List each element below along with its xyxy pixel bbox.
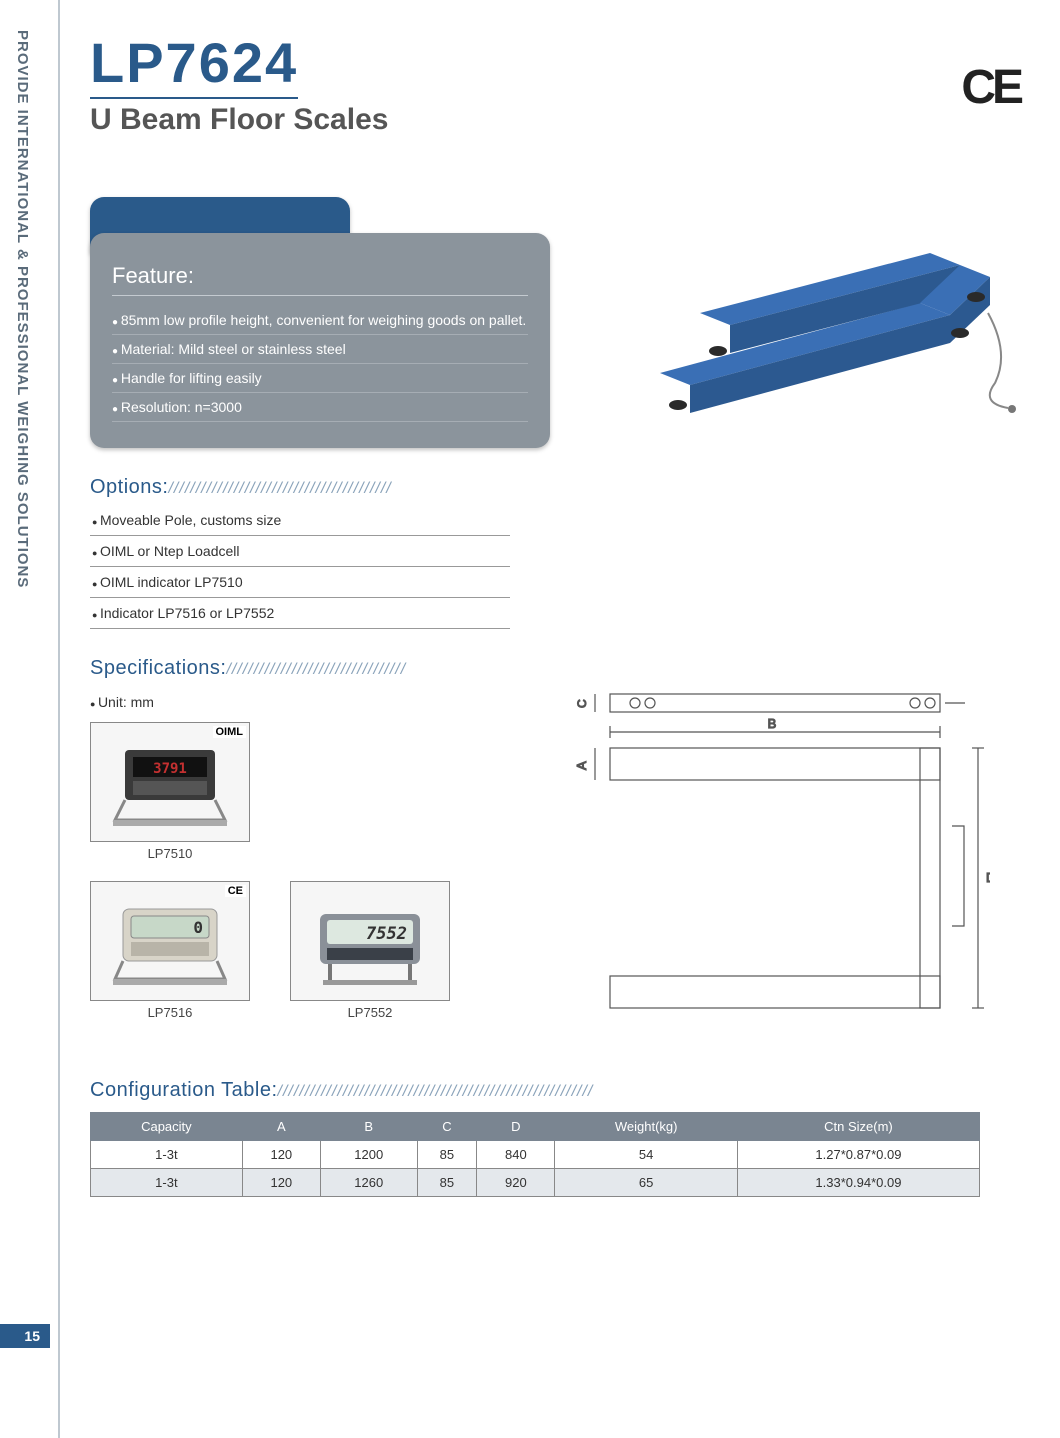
feature-item: Handle for lifting easily	[112, 364, 528, 393]
config-table-title: Configuration Table:	[90, 1079, 278, 1101]
options-item: OIML indicator LP7510	[90, 567, 510, 598]
options-title: Options:	[90, 476, 168, 498]
indicator-label: LP7510	[90, 846, 250, 861]
svg-text:D: D	[986, 870, 990, 885]
options-heading: Options:////////////////////////////////…	[90, 476, 1030, 499]
table-header: D	[477, 1113, 555, 1141]
ce-badge: CE	[225, 885, 246, 897]
configuration-table: Capacity A B C D Weight(kg) Ctn Size(m) …	[90, 1112, 980, 1197]
vertical-rule	[58, 0, 60, 1438]
feature-title: Feature:	[112, 263, 528, 296]
options-item: Moveable Pole, customs size	[90, 505, 510, 536]
dimension-diagram: C B A D	[560, 686, 1030, 1051]
table-cell: 1-3t	[91, 1169, 243, 1197]
indicator-lp7516: CE 0 LP7516	[90, 881, 250, 1020]
table-header: A	[242, 1113, 320, 1141]
slash-decor: ////////////////////////////////////////…	[168, 480, 391, 497]
indicator-grid: OIML 3791 LP7510	[90, 722, 530, 1020]
svg-text:B: B	[768, 716, 777, 731]
table-cell: 85	[417, 1169, 477, 1197]
indicator-label: LP7552	[290, 1005, 450, 1020]
indicator-icon: 3791	[105, 735, 235, 830]
feature-item: Material: Mild steel or stainless steel	[112, 335, 528, 364]
table-cell: 120	[242, 1169, 320, 1197]
indicator-lp7510: OIML 3791 LP7510	[90, 722, 250, 861]
table-header: Weight(kg)	[555, 1113, 737, 1141]
slash-decor: /////////////////////////////////	[226, 661, 406, 678]
table-cell: 1.33*0.94*0.09	[737, 1169, 979, 1197]
feature-body: Feature: 85mm low profile height, conven…	[90, 233, 550, 448]
table-cell: 840	[477, 1141, 555, 1169]
feature-item: Resolution: n=3000	[112, 393, 528, 422]
table-header: Capacity	[91, 1113, 243, 1141]
product-subtitle: U Beam Floor Scales	[90, 103, 1030, 137]
table-cell: 120	[242, 1141, 320, 1169]
table-cell: 85	[417, 1141, 477, 1169]
table-cell: 1200	[320, 1141, 417, 1169]
table-header: C	[417, 1113, 477, 1141]
sidebar-tagline: PROVIDE INTERNATIONAL & PROFESSIONAL WEI…	[14, 30, 31, 588]
svg-text:A: A	[574, 761, 589, 770]
options-list: Moveable Pole, customs size OIML or Ntep…	[90, 505, 510, 629]
page-number: 15	[0, 1324, 50, 1348]
options-item: OIML or Ntep Loadcell	[90, 536, 510, 567]
config-table-heading: Configuration Table:////////////////////…	[90, 1079, 1030, 1102]
table-cell: 920	[477, 1169, 555, 1197]
table-row: 1-3t 120 1260 85 920 65 1.33*0.94*0.09	[91, 1169, 980, 1197]
table-cell: 65	[555, 1169, 737, 1197]
table-header: B	[320, 1113, 417, 1141]
slash-decor: ////////////////////////////////////////…	[278, 1083, 594, 1100]
table-header: Ctn Size(m)	[737, 1113, 979, 1141]
feature-list: 85mm low profile height, convenient for …	[112, 306, 528, 422]
table-cell: 1260	[320, 1169, 417, 1197]
table-cell: 1.27*0.87*0.09	[737, 1141, 979, 1169]
sidebar: PROVIDE INTERNATIONAL & PROFESSIONAL WEI…	[0, 0, 58, 1438]
spec-unit: Unit: mm	[90, 694, 530, 710]
options-item: Indicator LP7516 or LP7552	[90, 598, 510, 629]
indicator-icon: 0	[105, 894, 235, 989]
page-content: LP7624 U Beam Floor Scales CE Feature: 8…	[90, 30, 1030, 1197]
indicator-label: LP7516	[90, 1005, 250, 1020]
model-number: LP7624	[90, 30, 298, 99]
specifications-heading: Specifications://///////////////////////…	[90, 657, 1030, 680]
oiml-badge: OIML	[213, 726, 247, 738]
specifications-title: Specifications:	[90, 657, 226, 679]
title-block: LP7624 U Beam Floor Scales CE	[90, 30, 1030, 137]
feature-item: 85mm low profile height, convenient for …	[112, 306, 528, 335]
svg-text:3791: 3791	[153, 761, 187, 777]
table-cell: 54	[555, 1141, 737, 1169]
svg-text:C: C	[575, 699, 589, 708]
table-cell: 1-3t	[91, 1141, 243, 1169]
svg-text:0: 0	[193, 918, 203, 937]
product-image	[590, 197, 1030, 448]
svg-text:7552: 7552	[366, 924, 407, 944]
indicator-lp7552: 7552 LP7552	[290, 881, 450, 1020]
table-row: 1-3t 120 1200 85 840 54 1.27*0.87*0.09	[91, 1141, 980, 1169]
indicator-icon: 7552	[305, 894, 435, 989]
spec-left-column: Unit: mm OIML 3791	[90, 686, 530, 1051]
u-beam-illustration	[600, 203, 1020, 443]
feature-card: Feature: 85mm low profile height, conven…	[90, 197, 550, 448]
table-header-row: Capacity A B C D Weight(kg) Ctn Size(m)	[91, 1113, 980, 1141]
ce-mark-icon: CE	[961, 60, 1020, 115]
